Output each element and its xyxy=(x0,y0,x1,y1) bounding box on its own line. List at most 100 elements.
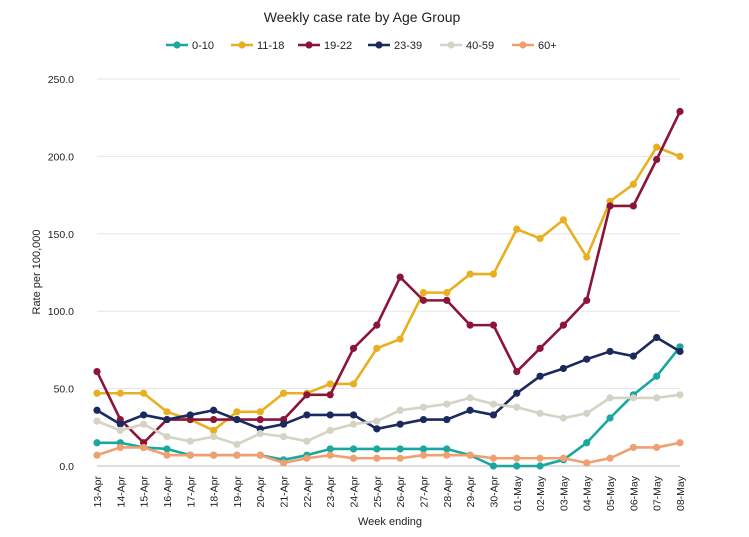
legend-item: 19-22 xyxy=(298,40,352,52)
data-point xyxy=(606,347,614,356)
data-point xyxy=(443,296,451,304)
data-point xyxy=(349,445,358,453)
data-point xyxy=(443,451,451,459)
x-tick-label: 15-Apr xyxy=(139,475,151,507)
data-point xyxy=(489,454,498,462)
data-point xyxy=(419,445,428,453)
x-tick-label: 13-Apr xyxy=(92,475,104,507)
x-tick-label: 23-Apr xyxy=(325,475,337,507)
data-point xyxy=(349,420,358,428)
data-point xyxy=(396,420,404,428)
data-point xyxy=(186,437,194,445)
data-point xyxy=(676,391,684,399)
data-point xyxy=(279,389,288,397)
x-tick-label: 29-Apr xyxy=(465,475,477,507)
data-point xyxy=(303,411,311,419)
data-point xyxy=(373,417,381,425)
data-point xyxy=(466,270,474,278)
legend-label: 19-22 xyxy=(324,40,352,52)
data-point xyxy=(396,273,404,281)
data-point xyxy=(396,454,404,462)
data-point xyxy=(210,451,218,459)
data-point xyxy=(396,335,404,343)
data-point xyxy=(256,408,264,416)
data-point xyxy=(163,408,171,416)
x-tick-label: 22-Apr xyxy=(302,475,314,507)
data-point xyxy=(233,415,241,424)
data-point xyxy=(210,415,218,424)
data-point xyxy=(536,409,544,417)
data-point xyxy=(466,406,474,414)
data-point xyxy=(629,443,637,452)
x-tick-label: 30-Apr xyxy=(488,475,500,507)
data-point xyxy=(583,253,591,261)
data-point xyxy=(349,380,358,388)
legend-label: 23-39 xyxy=(394,40,422,52)
legend: 0-10 11-18 19-22 23-39 40-59 60+ xyxy=(166,40,557,52)
data-point xyxy=(256,415,264,424)
data-point xyxy=(256,429,264,438)
legend-label: 60+ xyxy=(538,40,557,52)
data-point xyxy=(676,107,684,116)
data-point xyxy=(419,415,428,424)
data-point xyxy=(373,321,381,329)
data-point xyxy=(653,333,661,342)
x-tick-label: 25-Apr xyxy=(372,475,384,507)
data-point xyxy=(629,202,637,210)
data-point xyxy=(419,296,428,304)
data-point xyxy=(629,352,637,360)
data-point xyxy=(443,289,451,297)
data-point xyxy=(536,372,544,380)
legend-item: 60+ xyxy=(512,40,557,52)
y-axis-label: Rate per 100,000 xyxy=(31,229,43,314)
data-point xyxy=(629,180,637,188)
data-point xyxy=(513,454,521,462)
data-point xyxy=(93,406,101,414)
data-point xyxy=(419,289,428,297)
series-line xyxy=(96,441,681,465)
series-23-39 xyxy=(93,333,684,433)
data-point xyxy=(349,344,358,352)
data-point xyxy=(536,344,544,352)
data-point xyxy=(326,391,334,399)
series-11-18 xyxy=(93,143,684,434)
data-point xyxy=(536,462,544,470)
data-point xyxy=(583,459,591,467)
legend-swatch-marker xyxy=(173,41,181,49)
data-point xyxy=(326,380,334,388)
data-point xyxy=(163,445,171,453)
legend-item: 40-59 xyxy=(440,40,494,52)
data-point xyxy=(116,389,124,397)
data-point xyxy=(93,451,101,459)
data-point xyxy=(606,454,614,462)
data-point xyxy=(373,425,381,433)
x-tick-label: 01-May xyxy=(512,475,524,511)
data-point xyxy=(653,443,661,452)
x-tick-label: 21-Apr xyxy=(279,475,291,507)
data-point xyxy=(93,367,101,376)
x-axis: 13-Apr 14-Apr 15-Apr 16-Apr 17-Apr 18-Apr 19-A… xyxy=(92,475,687,511)
data-point xyxy=(513,225,521,233)
legend-item: 11-18 xyxy=(231,40,284,52)
x-tick-label: 03-May xyxy=(558,475,570,511)
data-point xyxy=(326,426,334,434)
y-tick-label: 0.0 xyxy=(59,461,74,473)
data-point xyxy=(279,459,288,467)
x-tick-label: 19-Apr xyxy=(232,475,244,507)
data-point xyxy=(116,426,124,434)
legend-swatch-marker xyxy=(305,41,313,49)
data-point xyxy=(256,451,264,459)
x-axis-label: Week ending xyxy=(358,516,422,528)
data-point xyxy=(233,408,241,416)
data-point xyxy=(419,403,428,411)
data-point xyxy=(326,445,334,453)
legend-swatch-marker xyxy=(447,41,455,49)
data-point xyxy=(513,367,521,376)
data-point xyxy=(443,400,451,408)
data-point xyxy=(443,445,451,453)
series-group xyxy=(93,107,684,470)
data-point xyxy=(536,454,544,462)
data-point xyxy=(559,321,568,329)
data-point xyxy=(536,234,544,243)
